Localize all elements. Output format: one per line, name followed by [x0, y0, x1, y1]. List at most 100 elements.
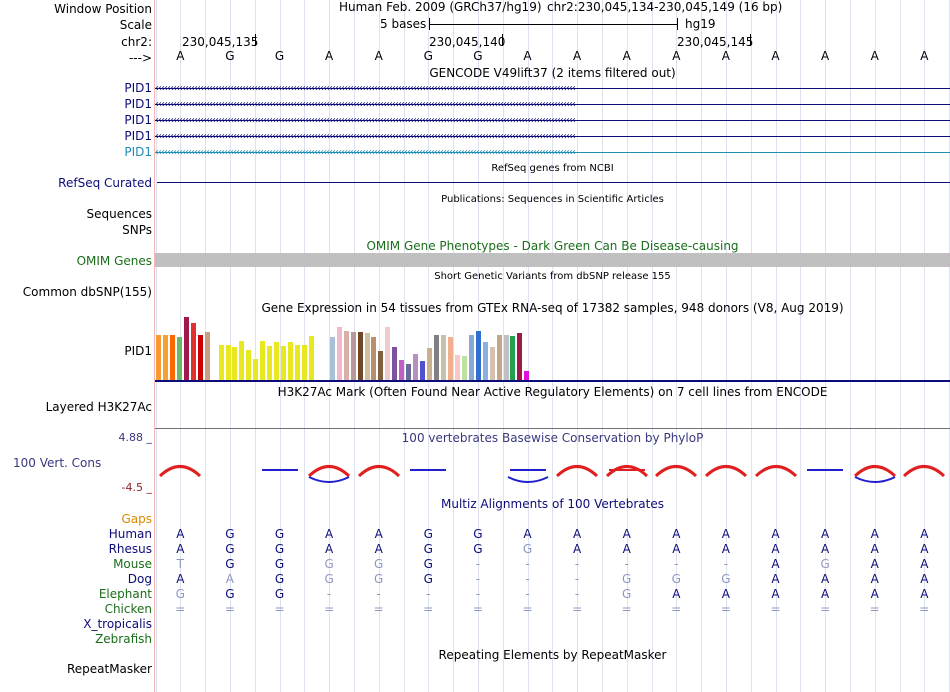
gene-label-3[interactable]: PID1 — [124, 113, 152, 127]
base-letter: G — [473, 49, 483, 63]
gene-label-1[interactable]: PID1 — [124, 81, 152, 95]
gtex-tissue-bar[interactable] — [301, 345, 307, 380]
alignment-base: A — [324, 527, 334, 541]
gtex-tissue-bar[interactable] — [267, 346, 273, 380]
gtex-tissue-bar[interactable] — [510, 336, 516, 380]
alignment-base: A — [920, 557, 929, 571]
gtex-tissue-bar[interactable] — [232, 347, 238, 380]
gtex-tissue-bar[interactable] — [350, 332, 356, 380]
gene-track-3[interactable]: ‹‹‹‹‹‹‹‹‹‹‹‹‹‹‹‹‹‹‹‹‹‹‹‹‹‹‹‹‹‹‹‹‹‹‹‹‹‹‹‹… — [155, 114, 950, 127]
gtex-tissue-bar[interactable] — [176, 337, 182, 380]
gtex-gene-label[interactable]: PID1 — [124, 344, 152, 358]
gtex-tissue-bar[interactable] — [420, 361, 426, 380]
gene-track-2[interactable]: ‹‹‹‹‹‹‹‹‹‹‹‹‹‹‹‹‹‹‹‹‹‹‹‹‹‹‹‹‹‹‹‹‹‹‹‹‹‹‹‹… — [155, 98, 950, 111]
gtex-tissue-bar[interactable] — [413, 354, 419, 380]
cons-track-label[interactable]: 100 Vert. Cons — [13, 456, 102, 470]
alignment-base: A — [721, 527, 730, 541]
alignment-base: G — [274, 572, 285, 586]
alignment-base: A — [771, 542, 780, 556]
gtex-tissue-bar[interactable] — [253, 359, 259, 380]
gtex-tissue-bar[interactable] — [399, 360, 405, 380]
gtex-tissue-bar[interactable] — [364, 333, 370, 380]
repeatmasker-label[interactable]: RepeatMasker — [66, 662, 152, 676]
refseq-curated-label[interactable]: RefSeq Curated — [58, 176, 152, 190]
gene-track-5[interactable]: ‹‹‹‹‹‹‹‹‹‹‹‹‹‹‹‹‹‹‹‹‹‹‹‹‹‹‹‹‹‹‹‹‹‹‹‹‹‹‹‹… — [155, 146, 950, 159]
gtex-tissue-bar[interactable] — [454, 355, 460, 380]
gtex-tissue-bar[interactable] — [204, 332, 210, 380]
gtex-tissue-bar[interactable] — [385, 327, 391, 380]
gtex-tissue-bar[interactable] — [447, 337, 453, 380]
gtex-tissue-bar[interactable] — [197, 335, 203, 380]
gtex-tissue-bar[interactable] — [440, 335, 446, 380]
gtex-tissue-bar[interactable] — [295, 345, 300, 380]
gtex-tissue-bar[interactable] — [308, 336, 314, 380]
coord-tick-label-1: 230,045,135 — [182, 35, 259, 49]
gtex-tissue-bar[interactable] — [190, 323, 196, 380]
base-letter: G — [274, 49, 285, 63]
track-image-area[interactable]: Human Feb. 2009 (GRCh37/hg19) chr2:230,0… — [155, 0, 950, 692]
gtex-tissue-bar[interactable] — [343, 331, 349, 380]
gtex-tissue-bar[interactable] — [475, 331, 481, 380]
scale-text: 5 bases — [380, 17, 427, 31]
gtex-tissue-bar[interactable] — [427, 348, 433, 380]
gtex-tissue-bar[interactable] — [517, 333, 523, 380]
gtex-tissue-bar[interactable] — [156, 335, 161, 380]
gtex-tissue-bar[interactable] — [378, 351, 384, 380]
gtex-tissue-bar[interactable] — [169, 335, 175, 380]
species-label-rhesus: Rhesus — [108, 542, 152, 556]
gtex-tissue-bar[interactable] — [392, 347, 398, 380]
alignment-base: = — [423, 602, 434, 616]
omim-genes-label[interactable]: OMIM Genes — [76, 254, 152, 268]
alignment-base: A — [920, 587, 929, 601]
gene-track-4[interactable]: ‹‹‹‹‹‹‹‹‹‹‹‹‹‹‹‹‹‹‹‹‹‹‹‹‹‹‹‹‹‹‹‹‹‹‹‹‹‹‹‹… — [155, 130, 950, 143]
gtex-tissue-bar[interactable] — [260, 341, 266, 380]
gtex-tissue-bar[interactable] — [212, 342, 217, 380]
gtex-tissue-bar[interactable] — [246, 350, 252, 380]
sequences-label[interactable]: Sequences — [86, 207, 152, 221]
gtex-tissue-bar[interactable] — [239, 341, 245, 380]
gtex-tissue-bar[interactable] — [489, 347, 495, 380]
species-label-dog: Dog — [127, 572, 152, 586]
gtex-tissue-bar[interactable] — [496, 335, 502, 380]
species-label-chicken: Chicken — [104, 602, 152, 616]
window-position-label: Window Position — [54, 2, 152, 16]
gtex-tissue-bar[interactable] — [329, 337, 335, 380]
gtex-tissue-bar[interactable] — [274, 342, 280, 380]
gtex-tissue-bar[interactable] — [482, 342, 488, 380]
gtex-tissue-bar[interactable] — [357, 332, 363, 380]
gene-track-1[interactable]: ‹‹‹‹‹‹‹‹‹‹‹‹‹‹‹‹‹‹‹‹‹‹‹‹‹‹‹‹‹‹‹‹‹‹‹‹‹‹‹‹… — [155, 82, 950, 95]
gtex-bar-chart[interactable] — [155, 316, 950, 380]
snps-label[interactable]: SNPs — [122, 223, 152, 237]
gtex-tissue-bar[interactable] — [406, 364, 412, 380]
gtex-tissue-bar[interactable] — [162, 335, 168, 380]
gtex-tissue-bar[interactable] — [281, 346, 287, 380]
gtex-tissue-bar[interactable] — [183, 317, 189, 380]
alignment-base: - — [376, 587, 381, 601]
gtex-tissue-bar[interactable] — [503, 335, 509, 380]
gridline — [676, 0, 678, 692]
alignment-base: A — [870, 587, 879, 601]
layered-h3k27ac-label[interactable]: Layered H3K27Ac — [45, 400, 152, 414]
gtex-tissue-bar[interactable] — [461, 356, 467, 380]
alignment-base: = — [472, 602, 483, 616]
gene-label-5[interactable]: PID1 — [124, 145, 152, 159]
gtex-tissue-bar[interactable] — [434, 335, 439, 380]
phylop-track[interactable] — [155, 460, 950, 490]
gridline — [701, 0, 703, 692]
gtex-tissue-bar[interactable] — [225, 345, 231, 380]
base-letter: A — [523, 49, 532, 63]
gtex-tissue-bar[interactable] — [468, 335, 474, 380]
gene-label-4[interactable]: PID1 — [124, 129, 152, 143]
gtex-tissue-bar[interactable] — [524, 371, 530, 380]
gtex-tissue-bar[interactable] — [371, 337, 377, 380]
gridline — [874, 0, 876, 692]
refseq-gene-line[interactable] — [157, 182, 950, 183]
common-dbsnp-label[interactable]: Common dbSNP(155) — [22, 285, 152, 299]
gtex-tissue-bar[interactable] — [336, 327, 342, 380]
alignment-base: A — [374, 542, 383, 556]
gene-label-2[interactable]: PID1 — [124, 97, 152, 111]
gtex-tissue-bar[interactable] — [218, 345, 224, 380]
gtex-tissue-bar[interactable] — [288, 342, 294, 380]
omim-gene-bar[interactable] — [155, 253, 950, 267]
